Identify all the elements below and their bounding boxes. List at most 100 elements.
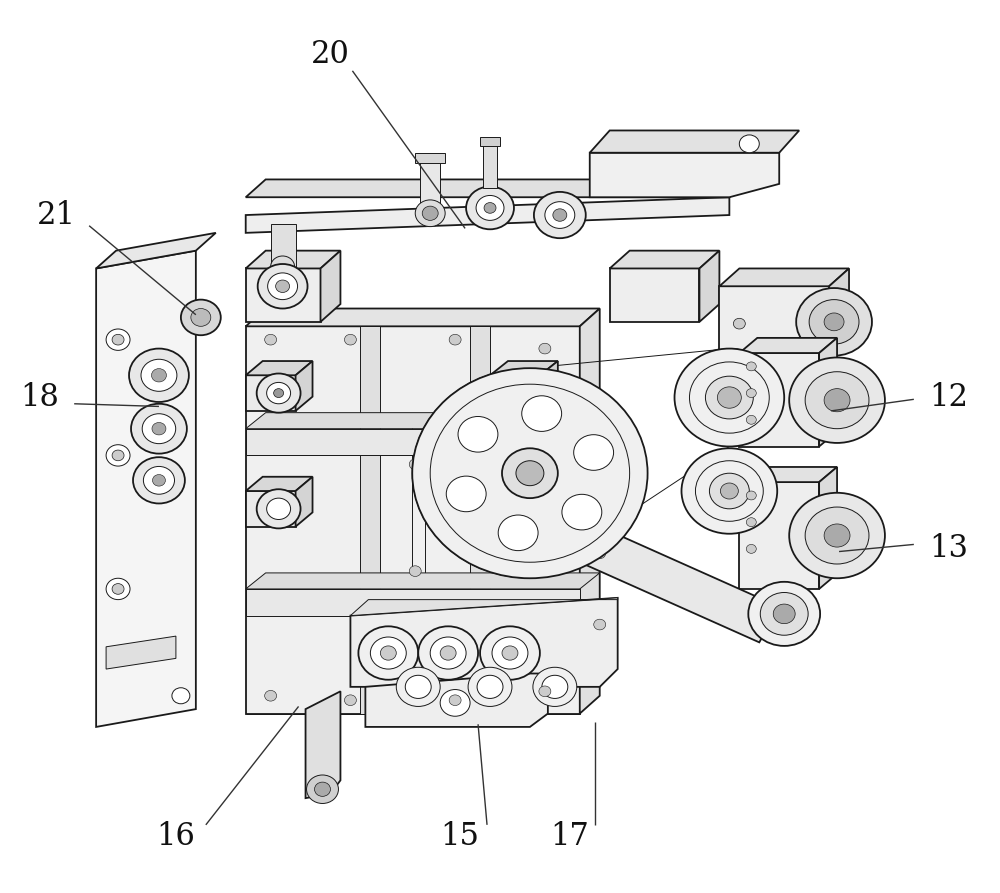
Polygon shape <box>490 477 558 491</box>
Circle shape <box>594 477 606 488</box>
Circle shape <box>106 445 130 466</box>
Circle shape <box>112 334 124 345</box>
Circle shape <box>594 548 606 559</box>
Circle shape <box>824 313 844 330</box>
Circle shape <box>268 273 298 300</box>
Circle shape <box>789 357 885 443</box>
Circle shape <box>498 515 538 551</box>
Polygon shape <box>246 413 600 429</box>
Circle shape <box>539 343 551 354</box>
Polygon shape <box>490 361 558 375</box>
Circle shape <box>344 695 356 705</box>
Text: 21: 21 <box>37 199 76 230</box>
Polygon shape <box>739 482 819 589</box>
Polygon shape <box>271 224 296 269</box>
Circle shape <box>748 582 820 646</box>
Polygon shape <box>415 153 445 163</box>
Polygon shape <box>365 673 548 727</box>
Circle shape <box>181 300 221 335</box>
Text: 17: 17 <box>550 821 589 852</box>
Circle shape <box>358 626 418 680</box>
Circle shape <box>274 388 284 397</box>
Circle shape <box>476 196 504 221</box>
Circle shape <box>415 200 445 227</box>
Circle shape <box>805 507 869 564</box>
Polygon shape <box>420 162 440 215</box>
Circle shape <box>746 362 756 371</box>
Polygon shape <box>610 269 699 321</box>
Text: 18: 18 <box>20 382 59 413</box>
Polygon shape <box>699 251 719 321</box>
Circle shape <box>492 637 528 669</box>
Circle shape <box>720 483 738 499</box>
Polygon shape <box>610 251 719 269</box>
Circle shape <box>380 646 396 660</box>
Polygon shape <box>246 491 296 527</box>
Circle shape <box>502 448 558 498</box>
Text: 16: 16 <box>156 821 195 852</box>
Circle shape <box>418 626 478 680</box>
Circle shape <box>522 396 562 431</box>
Polygon shape <box>246 573 600 589</box>
Polygon shape <box>306 691 340 798</box>
Circle shape <box>705 376 753 419</box>
Circle shape <box>409 459 421 470</box>
Circle shape <box>493 373 537 413</box>
Circle shape <box>257 373 301 413</box>
Polygon shape <box>540 361 558 411</box>
Circle shape <box>141 359 177 391</box>
Polygon shape <box>580 308 600 714</box>
Circle shape <box>344 334 356 345</box>
Circle shape <box>449 334 461 345</box>
Circle shape <box>739 135 759 153</box>
Circle shape <box>545 202 575 229</box>
Circle shape <box>412 368 648 579</box>
Polygon shape <box>246 308 600 326</box>
Polygon shape <box>470 326 490 714</box>
Circle shape <box>133 457 185 504</box>
Circle shape <box>143 466 175 494</box>
Circle shape <box>503 382 527 404</box>
Polygon shape <box>739 338 837 353</box>
Circle shape <box>502 646 518 660</box>
Circle shape <box>760 592 808 635</box>
Circle shape <box>466 187 514 230</box>
Polygon shape <box>246 269 320 321</box>
Circle shape <box>267 498 291 520</box>
Polygon shape <box>96 251 196 727</box>
Circle shape <box>267 382 291 404</box>
Polygon shape <box>829 269 849 357</box>
Circle shape <box>307 775 338 804</box>
Circle shape <box>151 369 166 382</box>
Polygon shape <box>719 269 849 287</box>
Polygon shape <box>560 518 779 642</box>
Circle shape <box>477 675 503 698</box>
Circle shape <box>152 422 166 435</box>
Text: 15: 15 <box>441 821 480 852</box>
Circle shape <box>773 604 795 623</box>
Polygon shape <box>719 287 829 357</box>
Polygon shape <box>590 130 799 153</box>
Circle shape <box>191 308 211 326</box>
Polygon shape <box>819 467 837 589</box>
Circle shape <box>796 288 872 355</box>
Circle shape <box>396 667 440 706</box>
Polygon shape <box>739 353 819 446</box>
Circle shape <box>271 256 295 278</box>
Circle shape <box>265 334 277 345</box>
Circle shape <box>709 473 749 509</box>
Circle shape <box>276 280 290 293</box>
Circle shape <box>681 448 777 534</box>
Circle shape <box>746 491 756 500</box>
Circle shape <box>106 579 130 599</box>
Polygon shape <box>320 251 340 321</box>
Polygon shape <box>490 375 540 411</box>
Circle shape <box>449 695 461 705</box>
Circle shape <box>553 209 567 221</box>
Circle shape <box>172 688 190 704</box>
Polygon shape <box>350 597 618 687</box>
Polygon shape <box>96 233 216 269</box>
Polygon shape <box>106 636 176 669</box>
Polygon shape <box>590 153 779 197</box>
Polygon shape <box>296 361 313 411</box>
